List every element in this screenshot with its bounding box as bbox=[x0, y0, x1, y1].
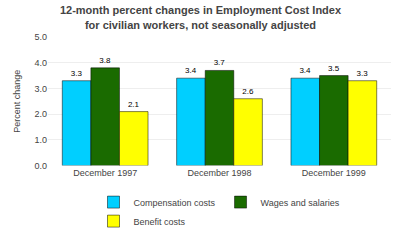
svg-text:December 1997: December 1997 bbox=[73, 168, 137, 178]
svg-text:Wages and salaries: Wages and salaries bbox=[261, 198, 340, 208]
svg-text:December 1999: December 1999 bbox=[302, 168, 366, 178]
svg-text:3.5: 3.5 bbox=[328, 64, 340, 73]
svg-text:3.4: 3.4 bbox=[185, 66, 197, 75]
svg-text:3.7: 3.7 bbox=[214, 58, 226, 67]
svg-text:December 1998: December 1998 bbox=[187, 168, 251, 178]
svg-text:12-month percent changes in Em: 12-month percent changes in Employment C… bbox=[60, 4, 342, 30]
svg-text:Compensation costs: Compensation costs bbox=[134, 198, 216, 208]
svg-text:Benefit costs: Benefit costs bbox=[134, 217, 186, 227]
svg-text:5.0: 5.0 bbox=[34, 32, 47, 42]
svg-text:2.6: 2.6 bbox=[242, 87, 254, 96]
svg-text:Percent change: Percent change bbox=[12, 70, 22, 133]
svg-text:4.0: 4.0 bbox=[34, 58, 47, 68]
svg-text:2.1: 2.1 bbox=[128, 100, 140, 109]
svg-text:3.4: 3.4 bbox=[299, 66, 311, 75]
svg-text:3.8: 3.8 bbox=[99, 56, 111, 65]
svg-text:0.0: 0.0 bbox=[34, 161, 47, 171]
svg-text:3.3: 3.3 bbox=[71, 69, 83, 78]
svg-text:1.0: 1.0 bbox=[34, 135, 47, 145]
svg-text:3.0: 3.0 bbox=[34, 84, 47, 94]
svg-text:3.3: 3.3 bbox=[357, 69, 369, 78]
svg-text:2.0: 2.0 bbox=[34, 109, 47, 119]
